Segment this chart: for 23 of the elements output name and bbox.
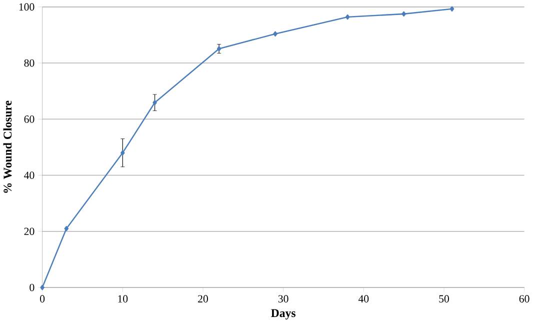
x-axis-title: Days: [271, 309, 296, 320]
y-tick-label: 60: [24, 116, 34, 123]
point: [120, 150, 125, 156]
x-tick-label: 40: [358, 295, 369, 303]
y-axis-title: % Wound Closure: [3, 100, 12, 193]
x-tick-label: 60: [519, 295, 530, 303]
y-tick-label: 100: [19, 3, 34, 11]
y-tick-label: 40: [24, 172, 34, 180]
x-tick-label: 0: [40, 295, 45, 303]
y-tick-label: 80: [24, 60, 34, 67]
point: [402, 11, 406, 17]
point: [64, 226, 69, 232]
x-tick-label: 50: [439, 295, 449, 303]
x-tick-label: 30: [278, 295, 288, 303]
point: [345, 14, 350, 20]
point: [273, 31, 278, 37]
x-tick-label: 10: [118, 295, 128, 303]
point: [40, 285, 44, 290]
point: [152, 100, 157, 106]
point: [450, 6, 454, 12]
x-tick-label: 20: [198, 295, 208, 303]
y-tick-label: 0: [30, 284, 34, 292]
y-tick-label: 20: [24, 228, 34, 236]
